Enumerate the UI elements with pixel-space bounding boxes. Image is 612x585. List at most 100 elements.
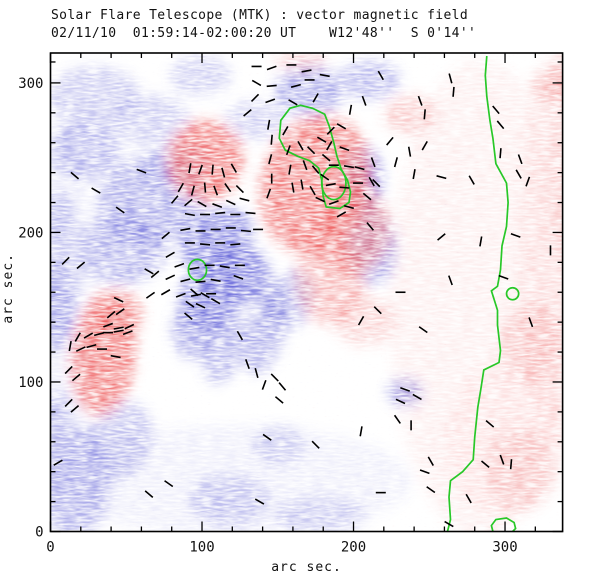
- field-vector: [170, 195, 179, 204]
- field-vector: [198, 164, 203, 175]
- field-vector: [180, 278, 191, 283]
- field-vector: [300, 179, 304, 190]
- field-vector: [195, 280, 206, 284]
- field-vector: [212, 203, 223, 208]
- x-axis-label: arc sec.: [271, 560, 342, 575]
- field-vector: [230, 163, 238, 173]
- field-vector: [164, 480, 174, 488]
- field-vector: [251, 79, 262, 87]
- field-vector: [301, 69, 312, 73]
- field-vector: [302, 160, 308, 171]
- field-vector: [53, 459, 63, 466]
- field-vector: [221, 167, 226, 178]
- field-vector: [362, 192, 372, 201]
- field-vector: [210, 298, 221, 305]
- field-vector: [343, 204, 355, 210]
- y-tick-label: 0: [35, 525, 43, 541]
- field-vector: [288, 99, 298, 106]
- field-vector: [266, 84, 277, 88]
- field-vector: [185, 300, 195, 308]
- field-vector: [274, 396, 284, 404]
- field-vector: [239, 197, 250, 202]
- field-vector: [328, 200, 339, 205]
- field-vector: [270, 373, 279, 382]
- field-vector: [160, 289, 171, 296]
- field-vector: [325, 182, 336, 187]
- field-vector: [311, 440, 320, 449]
- contour-loop-bottom: [490, 517, 517, 532]
- field-vector: [448, 275, 453, 286]
- field-vector: [190, 185, 195, 196]
- field-vector: [496, 120, 505, 130]
- field-vector: [184, 198, 193, 207]
- field-vector: [115, 206, 125, 214]
- y-tick-label: 300: [18, 76, 43, 92]
- field-vector: [288, 164, 292, 175]
- field-vector: [177, 182, 184, 193]
- field-vector: [452, 86, 455, 97]
- field-vector: [336, 211, 347, 218]
- field-vector: [75, 346, 86, 352]
- field-vector: [70, 405, 80, 413]
- field-vector: [436, 175, 447, 180]
- field-vector: [71, 373, 81, 382]
- field-vector: [393, 157, 399, 168]
- tick-labels: 0 100 200 300 0 100 200 300: [18, 76, 517, 556]
- field-vector: [412, 393, 422, 401]
- field-vector: [76, 261, 86, 270]
- field-vector: [282, 126, 289, 136]
- field-vector: [321, 153, 331, 162]
- field-vector: [124, 323, 135, 330]
- field-vector: [64, 365, 73, 375]
- field-vector: [427, 456, 434, 466]
- field-vector: [498, 274, 509, 280]
- field-vector: [174, 262, 185, 268]
- field-vector: [437, 233, 446, 241]
- field-vector: [244, 359, 250, 369]
- field-vector: [265, 98, 276, 104]
- field-vector: [465, 493, 472, 504]
- field-vector: [480, 460, 490, 469]
- field-vector: [190, 293, 202, 297]
- field-vector: [400, 386, 411, 392]
- field-vector: [106, 310, 116, 319]
- field-vector: [91, 187, 101, 194]
- field-vector: [290, 83, 301, 88]
- field-vector: [113, 329, 124, 333]
- field-vector: [203, 182, 207, 193]
- field-vector: [311, 165, 320, 174]
- field-vector: [517, 154, 523, 165]
- field-vector: [421, 140, 428, 151]
- field-vector: [103, 322, 114, 328]
- field-vector: [184, 312, 193, 321]
- field-vector: [175, 292, 186, 298]
- contour-inner-loop: [320, 165, 347, 201]
- field-vector: [262, 433, 272, 441]
- field-vector: [245, 211, 256, 215]
- field-vector: [393, 414, 401, 424]
- field-vector: [113, 296, 124, 303]
- field-vector: [354, 166, 365, 171]
- field-vector: [528, 317, 534, 328]
- plot-subtitle-datetime: 02/11/10 01:59:14-02:00:20 UT W12'48'' S…: [51, 26, 477, 41]
- field-vector: [361, 95, 367, 106]
- field-vector: [479, 236, 483, 247]
- field-vector: [236, 330, 244, 341]
- field-vector: [240, 229, 251, 233]
- field-vector: [339, 146, 350, 152]
- field-vector: [373, 306, 382, 315]
- field-vector: [370, 157, 376, 168]
- field-vector: [499, 454, 505, 465]
- field-vector: [254, 367, 259, 379]
- field-vector: [254, 498, 265, 505]
- field-vector: [261, 379, 267, 390]
- field-vector: [359, 426, 363, 437]
- field-vector: [339, 186, 350, 189]
- field-vector: [336, 123, 347, 130]
- field-vector: [315, 196, 326, 203]
- field-vector: [110, 354, 121, 359]
- field-vector: [61, 256, 70, 265]
- field-vector: [70, 171, 80, 180]
- field-vector: [297, 140, 304, 151]
